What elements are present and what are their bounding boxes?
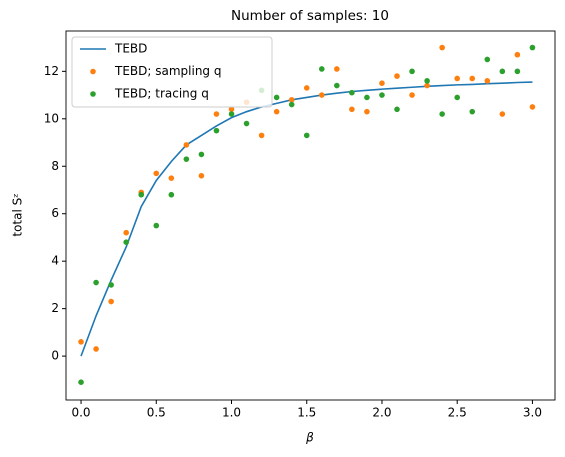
- data-point: [318, 92, 325, 98]
- data-point: [469, 75, 476, 82]
- data-point: [108, 282, 114, 288]
- data-point: [529, 44, 536, 51]
- data-point: [303, 132, 310, 139]
- data-point: [424, 78, 430, 84]
- data-point: [243, 120, 250, 127]
- data-point: [379, 92, 385, 98]
- data-point: [153, 222, 160, 229]
- data-point: [123, 239, 129, 245]
- data-point: [288, 97, 295, 103]
- y-tick-label: 6: [51, 206, 59, 220]
- x-axis-label: β: [305, 431, 314, 445]
- data-point: [514, 51, 521, 58]
- data-point: [93, 279, 99, 286]
- data-point: [273, 108, 280, 115]
- data-point: [484, 56, 491, 63]
- chart-title: Number of samples: 10: [231, 8, 389, 24]
- data-point: [439, 111, 445, 117]
- data-point: [123, 229, 129, 236]
- data-point: [454, 75, 461, 82]
- data-point: [318, 66, 325, 72]
- x-tick-label: 0.0: [71, 406, 90, 420]
- data-point: [228, 111, 235, 117]
- legend-swatch: [90, 68, 96, 75]
- data-point: [228, 106, 235, 113]
- data-point: [409, 68, 415, 75]
- data-point: [439, 44, 445, 51]
- data-point: [454, 94, 461, 101]
- data-point: [424, 82, 430, 89]
- legend-label: TEBD; sampling q: [114, 64, 221, 78]
- data-point: [499, 68, 506, 75]
- legend-label: TEBD: [114, 42, 147, 56]
- data-line: [80, 81, 533, 357]
- legend-swatch: [90, 91, 96, 97]
- data-point: [364, 108, 370, 115]
- x-tick-label: 3.0: [523, 406, 542, 420]
- data-point: [334, 82, 340, 89]
- data-point: [288, 101, 295, 108]
- data-point: [379, 80, 385, 87]
- x-tick-label: 1.0: [222, 406, 241, 420]
- x-tick-label: 1.5: [297, 406, 316, 420]
- y-tick-label: 4: [51, 254, 59, 268]
- data-point: [334, 66, 340, 72]
- data-point: [258, 132, 265, 139]
- data-point: [78, 339, 84, 345]
- data-point: [183, 156, 190, 162]
- data-point: [469, 108, 476, 115]
- data-point: [499, 111, 506, 117]
- y-tick-label: 12: [44, 64, 59, 78]
- data-point: [168, 175, 175, 181]
- data-point: [529, 104, 536, 110]
- data-point: [183, 142, 190, 148]
- y-tick-label: 0: [51, 349, 59, 363]
- data-point: [273, 94, 280, 101]
- y-tick-label: 8: [51, 159, 59, 173]
- data-point: [394, 73, 400, 79]
- legend-box: [71, 36, 273, 108]
- data-point: [213, 111, 220, 117]
- data-point: [198, 172, 205, 179]
- x-tick-label: 2.0: [372, 406, 391, 420]
- legend-label: TEBD; tracing q: [114, 87, 209, 101]
- x-tick-label: 2.5: [448, 406, 467, 420]
- data-point: [93, 346, 99, 352]
- data-point: [514, 68, 521, 75]
- y-axis-label: total Sᶻ: [11, 193, 25, 236]
- y-tick-label: 2: [51, 301, 59, 315]
- data-point: [153, 170, 160, 177]
- data-point: [198, 151, 205, 158]
- data-point: [394, 106, 400, 113]
- data-point: [409, 92, 415, 98]
- y-tick-label: 10: [44, 111, 59, 125]
- data-point: [349, 106, 355, 113]
- data-point: [108, 298, 114, 305]
- data-point: [303, 85, 310, 91]
- data-point: [349, 89, 355, 96]
- plot-frame: [65, 30, 556, 401]
- data-point: [213, 127, 220, 134]
- data-point: [78, 379, 84, 386]
- data-point: [138, 191, 145, 198]
- data-point: [484, 78, 491, 84]
- x-tick-label: 0.5: [147, 406, 166, 420]
- data-point: [168, 191, 175, 198]
- data-point: [364, 94, 370, 101]
